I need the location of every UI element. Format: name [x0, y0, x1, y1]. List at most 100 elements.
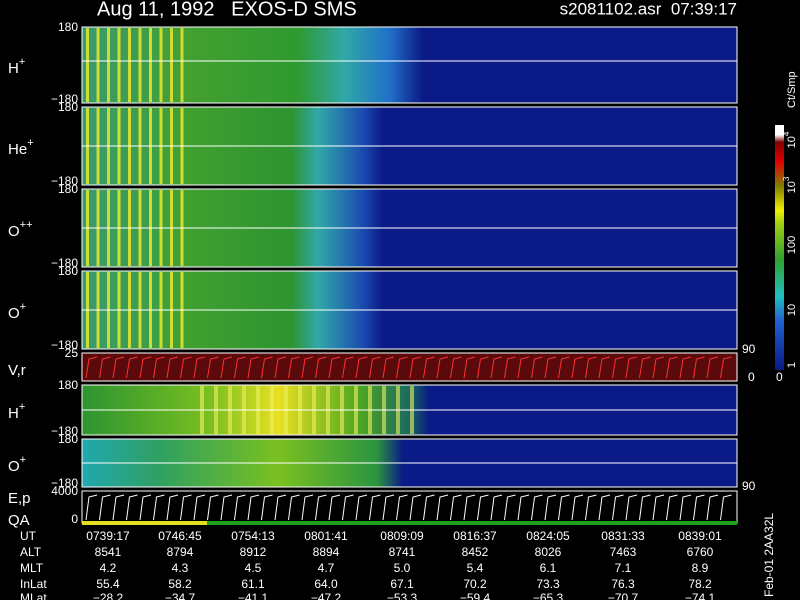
cell: 8741 [389, 545, 416, 559]
cell: 8452 [462, 545, 489, 559]
tick-label: 180 [58, 20, 78, 34]
label-sup: + [19, 56, 25, 68]
cell: 7.1 [615, 561, 632, 575]
cell: 67.1 [390, 577, 414, 591]
tick-label: −180 [51, 424, 78, 438]
cell: 55.4 [96, 577, 120, 591]
label-text: O [8, 305, 20, 322]
cell: 7463 [610, 545, 637, 559]
colorbar-exp: 4 [782, 131, 791, 136]
cell: −47.2 [311, 591, 342, 600]
colorbar-label: 1 [786, 362, 798, 368]
cell: 8541 [95, 545, 122, 559]
colorbar-label: 10 [786, 304, 798, 316]
colorbar-exp: 3 [782, 176, 791, 181]
tick-label: 180 [58, 432, 78, 446]
cell: 5.0 [394, 561, 411, 575]
cell: 61.1 [241, 577, 265, 591]
label-text: He [8, 141, 27, 158]
cell: 4.7 [318, 561, 335, 575]
row-label: InLat [20, 577, 47, 591]
label-text: H [8, 405, 19, 422]
cell: 0824:05 [526, 529, 570, 543]
right-tick: 90 [742, 342, 756, 356]
tick-label: −180 [51, 256, 78, 270]
cell: 8912 [240, 545, 267, 559]
cell: −65.3 [533, 591, 564, 600]
cell: 0801:41 [304, 529, 348, 543]
row-label: ALT [20, 545, 42, 559]
right-tick: 90 [742, 479, 756, 493]
cell: 0839:01 [678, 529, 722, 543]
colorbar [775, 125, 784, 370]
row-label: MLT [20, 561, 44, 575]
colorbar-base: 1 [786, 362, 798, 368]
cell: −28.2 [93, 591, 124, 600]
colorbar-base: 10 [786, 136, 798, 148]
stripe [96, 28, 100, 102]
label-text: H [8, 60, 19, 77]
tick-label: 180 [58, 378, 78, 392]
tick-label: 180 [58, 264, 78, 278]
cell: 6.1 [540, 561, 557, 575]
cell: 4.2 [100, 561, 117, 575]
colorbar-label: 100 [786, 236, 798, 254]
stripe [128, 28, 131, 102]
panel-label: H+ [8, 56, 25, 77]
colorbar-base: 10 [786, 181, 798, 193]
stripe [149, 28, 152, 102]
cell: 70.2 [463, 577, 487, 591]
qa-bar [82, 521, 207, 525]
cell: −74.1 [685, 591, 716, 600]
panel-label: O++ [8, 219, 33, 240]
colorbar-label: 0 [776, 370, 783, 384]
tick-label: −180 [51, 476, 78, 490]
cell: 78.2 [688, 577, 712, 591]
panel-label: He+ [8, 137, 34, 158]
cell: 6760 [687, 545, 714, 559]
cell: 76.3 [611, 577, 635, 591]
colorbar-base: 10 [786, 304, 798, 316]
tick-label: 180 [58, 182, 78, 196]
panel-label: E,p [8, 490, 31, 507]
cell: 4.3 [172, 561, 189, 575]
cell: 0831:33 [601, 529, 645, 543]
sawtooth [85, 356, 732, 379]
stripe [117, 28, 121, 102]
tick-label: −180 [51, 174, 78, 188]
row-label: MLat [20, 591, 47, 600]
stripe [86, 28, 89, 102]
cell: 5.4 [467, 561, 484, 575]
cell: 0739:17 [86, 529, 130, 543]
row-label: UT [20, 529, 37, 543]
cell: −34.7 [165, 591, 196, 600]
footer: Feb-01 2AA32L [762, 513, 776, 597]
label-text: O [8, 458, 20, 475]
tick-label: 4000 [51, 484, 78, 498]
sawtooth [85, 494, 732, 521]
cell: 0746:45 [158, 529, 202, 543]
label-sup: + [27, 137, 33, 149]
cell: −59.4 [460, 591, 491, 600]
cell: 58.2 [168, 577, 192, 591]
stripe [159, 28, 163, 102]
label-text: E,p [8, 490, 31, 507]
cell: 0809:09 [380, 529, 424, 543]
panel-label: H+ [8, 401, 25, 422]
label-sup: + [20, 301, 26, 313]
stripe [170, 28, 173, 102]
cell: −53.3 [387, 591, 418, 600]
stripe [107, 28, 110, 102]
tick-label: −180 [51, 92, 78, 106]
cell: 64.0 [314, 577, 338, 591]
tick-label: 25 [65, 346, 79, 360]
file-info: s2081102.asr 07:39:17 [560, 0, 737, 18]
colorbar-unit: Ct/Smp [786, 71, 798, 108]
colorbar-base: 100 [786, 236, 798, 254]
right-tick: 0 [748, 370, 755, 384]
title: Aug 11, 1992 EXOS-D SMS [97, 0, 357, 20]
cell: 73.3 [536, 577, 560, 591]
cell: 4.5 [245, 561, 262, 575]
panel-label: O+ [8, 301, 26, 322]
